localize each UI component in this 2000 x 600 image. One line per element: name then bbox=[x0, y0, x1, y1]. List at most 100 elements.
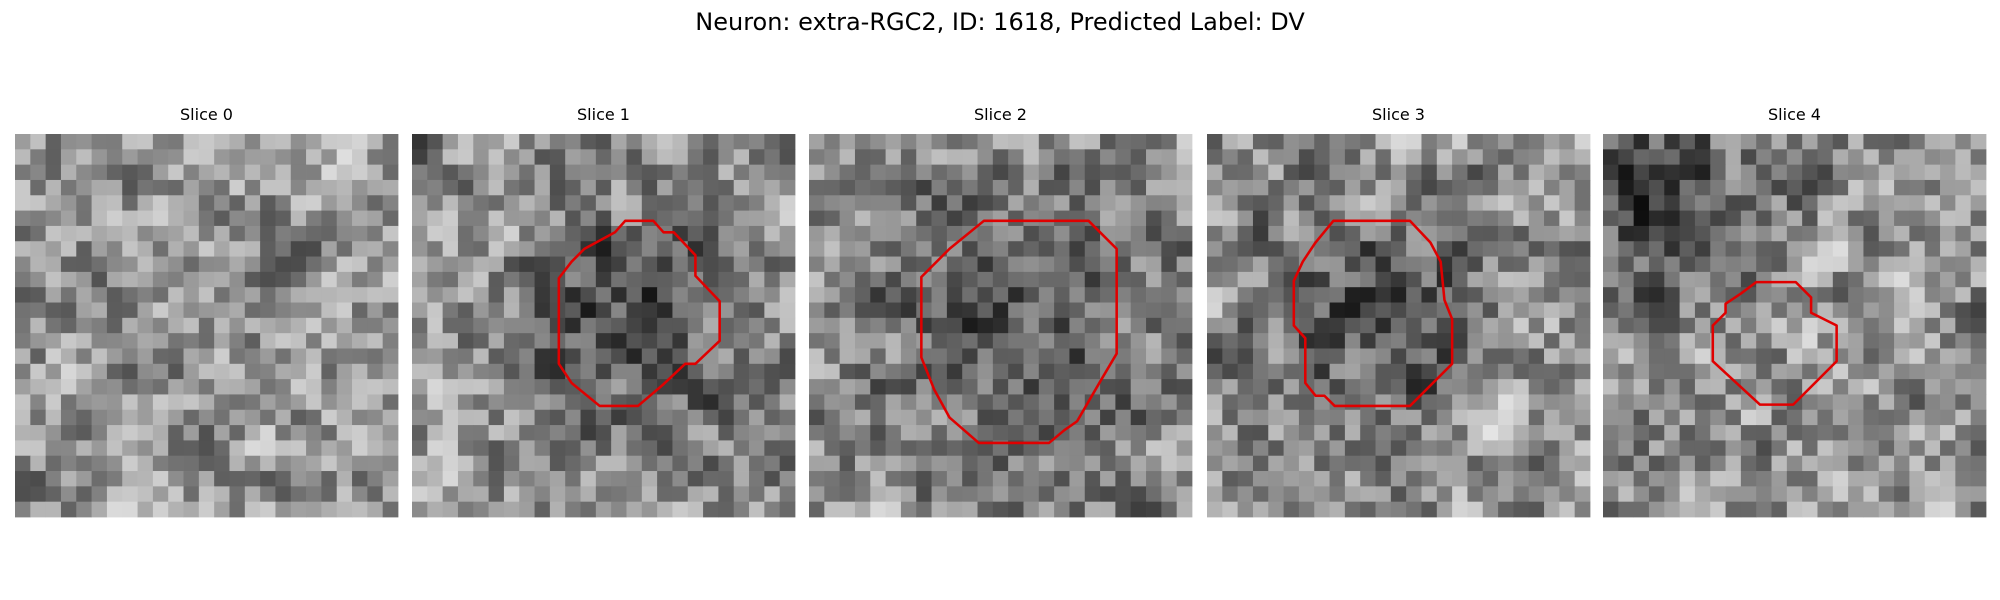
pixel bbox=[1679, 440, 1696, 457]
pixel bbox=[1360, 409, 1376, 426]
pixel bbox=[824, 425, 841, 441]
pixel bbox=[60, 455, 77, 472]
pixel bbox=[1863, 379, 1880, 395]
pixel bbox=[1559, 179, 1576, 196]
pixel bbox=[1756, 256, 1772, 273]
pixel bbox=[1544, 225, 1560, 242]
pixel bbox=[1237, 486, 1254, 503]
pixel bbox=[1054, 317, 1070, 334]
pixel bbox=[1924, 210, 1941, 227]
pixel bbox=[565, 425, 581, 441]
pixel bbox=[854, 455, 871, 472]
pixel bbox=[229, 333, 246, 349]
pixel bbox=[1544, 179, 1560, 196]
pixel bbox=[839, 333, 856, 349]
pixel bbox=[152, 302, 169, 319]
pixel bbox=[1848, 409, 1864, 426]
pixel bbox=[76, 271, 92, 288]
pixel bbox=[106, 271, 123, 288]
pixel bbox=[1664, 210, 1680, 227]
pixel bbox=[1513, 440, 1530, 457]
pixel bbox=[290, 256, 307, 273]
pixel bbox=[1084, 134, 1101, 150]
pixel bbox=[457, 256, 474, 273]
pixel bbox=[244, 179, 261, 196]
pixel bbox=[977, 287, 994, 303]
pixel bbox=[1069, 440, 1086, 457]
pixel bbox=[1390, 225, 1407, 242]
pixel bbox=[1467, 501, 1484, 518]
pixel bbox=[503, 333, 520, 349]
pixel bbox=[1544, 195, 1560, 211]
pixel bbox=[519, 317, 535, 334]
pixel bbox=[382, 195, 399, 211]
pixel bbox=[1574, 363, 1591, 380]
pixel bbox=[137, 501, 154, 518]
pixel bbox=[290, 149, 307, 166]
pixel bbox=[611, 134, 627, 150]
pixel bbox=[442, 348, 459, 365]
pixel bbox=[809, 210, 825, 227]
pixel bbox=[1710, 134, 1726, 150]
pixel bbox=[1694, 501, 1711, 518]
pixel bbox=[336, 333, 353, 349]
pixel bbox=[1740, 134, 1757, 150]
pixel bbox=[595, 134, 612, 150]
pixel bbox=[1725, 394, 1742, 411]
pixel bbox=[1894, 210, 1910, 227]
pixel bbox=[168, 440, 184, 457]
pixel bbox=[703, 210, 719, 227]
pixel bbox=[1544, 425, 1560, 441]
pixel bbox=[183, 179, 200, 196]
pixel bbox=[1360, 134, 1376, 150]
pixel bbox=[1084, 486, 1101, 503]
pixel bbox=[824, 210, 841, 227]
pixel bbox=[839, 134, 856, 150]
pixel bbox=[1498, 317, 1514, 334]
pixel bbox=[900, 394, 917, 411]
pixel bbox=[427, 363, 444, 380]
pixel bbox=[1100, 256, 1116, 273]
pixel bbox=[718, 287, 735, 303]
pixel bbox=[1084, 394, 1101, 411]
pixel bbox=[565, 271, 581, 288]
pixel bbox=[703, 195, 719, 211]
pixel bbox=[1360, 179, 1376, 196]
pixel bbox=[1940, 471, 1956, 487]
pixel bbox=[549, 241, 566, 257]
pixel bbox=[1694, 471, 1711, 487]
pixel bbox=[1894, 149, 1910, 166]
pixel bbox=[1878, 394, 1895, 411]
pixel bbox=[1008, 287, 1024, 303]
pixel bbox=[229, 287, 246, 303]
pixel bbox=[1633, 164, 1650, 181]
pixel bbox=[1603, 501, 1619, 518]
pixel bbox=[839, 363, 856, 380]
pixel bbox=[1176, 134, 1193, 150]
pixel bbox=[1756, 195, 1772, 211]
pixel bbox=[1008, 501, 1024, 518]
pixel bbox=[1970, 210, 1987, 227]
pixel bbox=[336, 409, 353, 426]
pixel bbox=[534, 210, 551, 227]
pixel bbox=[595, 271, 612, 288]
pixel bbox=[1528, 363, 1545, 380]
pixel bbox=[1648, 195, 1665, 211]
pixel bbox=[503, 425, 520, 441]
pixel bbox=[900, 195, 917, 211]
pixel bbox=[1467, 287, 1484, 303]
pixel bbox=[611, 210, 627, 227]
pixel bbox=[580, 363, 597, 380]
pixel bbox=[427, 179, 444, 196]
pixel bbox=[1603, 134, 1619, 150]
pixel bbox=[1482, 486, 1499, 503]
pixel bbox=[152, 134, 169, 150]
pixel bbox=[1802, 333, 1818, 349]
pixel bbox=[1633, 348, 1650, 365]
pixel bbox=[1207, 271, 1223, 288]
pixel bbox=[1863, 271, 1880, 288]
pixel bbox=[106, 425, 123, 441]
pixel bbox=[122, 302, 138, 319]
pixel bbox=[442, 134, 459, 150]
pixel bbox=[1146, 317, 1162, 334]
